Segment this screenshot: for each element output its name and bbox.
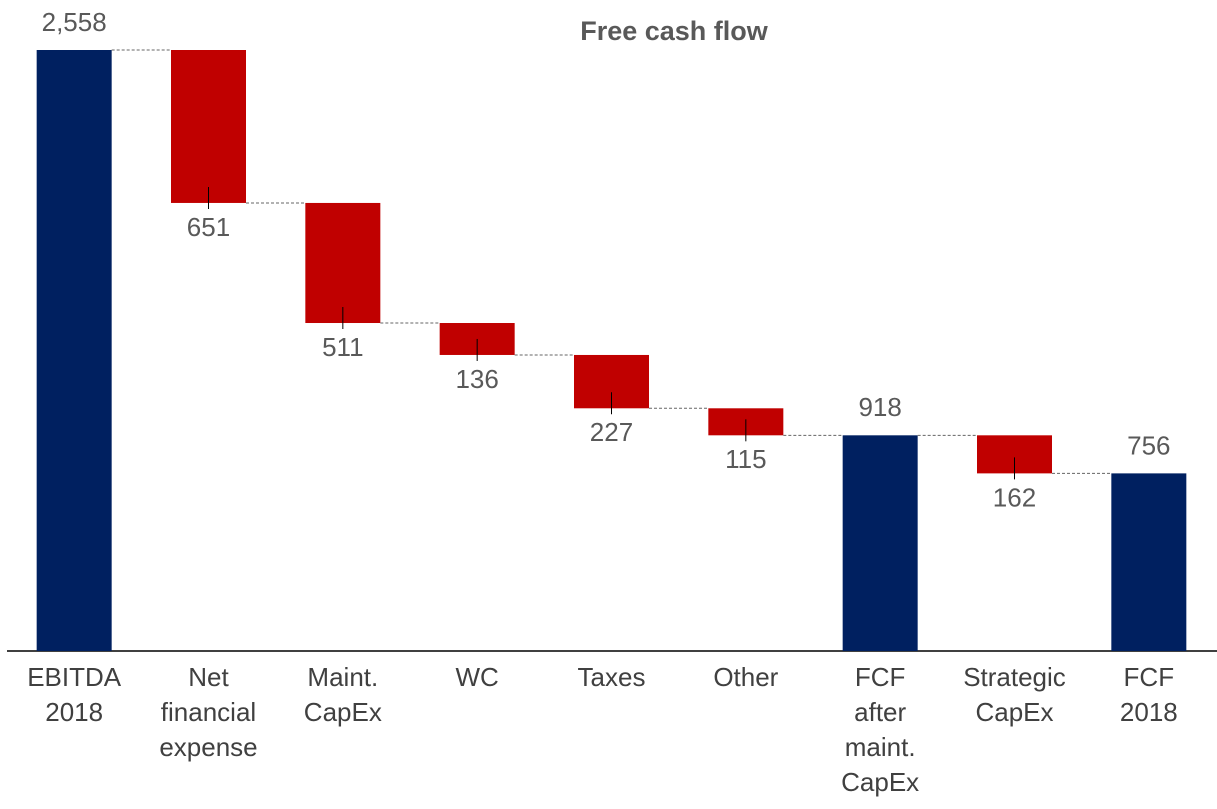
x-tick-label-line: Net <box>188 662 229 692</box>
x-tick-label: FCF after maint. CapEx <box>841 662 919 797</box>
x-tick-label: WC <box>456 662 499 692</box>
x-tick-label-line: CapEx <box>304 697 382 727</box>
x-tick-label-line: CapEx <box>841 767 919 797</box>
x-tick-label-line: Taxes <box>578 662 646 692</box>
x-tick-label: EBITDA 2018 <box>27 662 122 727</box>
bar <box>842 435 918 651</box>
value-label: 162 <box>993 482 1036 512</box>
x-tick-label-line: CapEx <box>975 697 1053 727</box>
x-tick-label-line: WC <box>456 662 499 692</box>
bar <box>305 202 381 324</box>
x-tick-label-line: 2018 <box>45 697 103 727</box>
x-tick-label-line: FCF <box>855 662 906 692</box>
x-tick-label: Taxes <box>578 662 646 692</box>
value-label: 918 <box>858 392 901 422</box>
value-label: 651 <box>187 212 230 242</box>
bar <box>1111 473 1187 651</box>
x-tick-label-line: EBITDA <box>27 662 122 692</box>
value-label: 511 <box>322 332 363 362</box>
value-label: 2,558 <box>42 7 107 37</box>
bar <box>36 50 112 651</box>
x-tick-label-line: after <box>854 697 906 727</box>
x-tick-label-line: maint. <box>845 732 916 762</box>
x-tick-label-line: expense <box>159 732 257 762</box>
x-tick-label-line: Strategic <box>963 662 1066 692</box>
x-tick-label: Other <box>713 662 778 692</box>
value-label: 136 <box>455 364 498 394</box>
chart-title: Free cash flow <box>580 16 769 46</box>
x-tick-label: Strategic CapEx <box>963 662 1066 727</box>
bar <box>171 50 246 203</box>
x-tick-label-line: Maint. <box>307 662 378 692</box>
value-label: 227 <box>590 417 633 447</box>
x-tick-label: Net financial expense <box>159 662 257 762</box>
x-tick-label-line: 2018 <box>1120 697 1178 727</box>
value-label: 115 <box>725 444 766 474</box>
x-tick-label: FCF 2018 <box>1120 662 1178 727</box>
x-tick-label-line: financial <box>161 697 256 727</box>
x-tick-label-line: FCF <box>1124 662 1175 692</box>
x-tick-label: Maint. CapEx <box>304 662 382 727</box>
value-label: 756 <box>1127 430 1170 460</box>
x-tick-label-line: Other <box>713 662 778 692</box>
